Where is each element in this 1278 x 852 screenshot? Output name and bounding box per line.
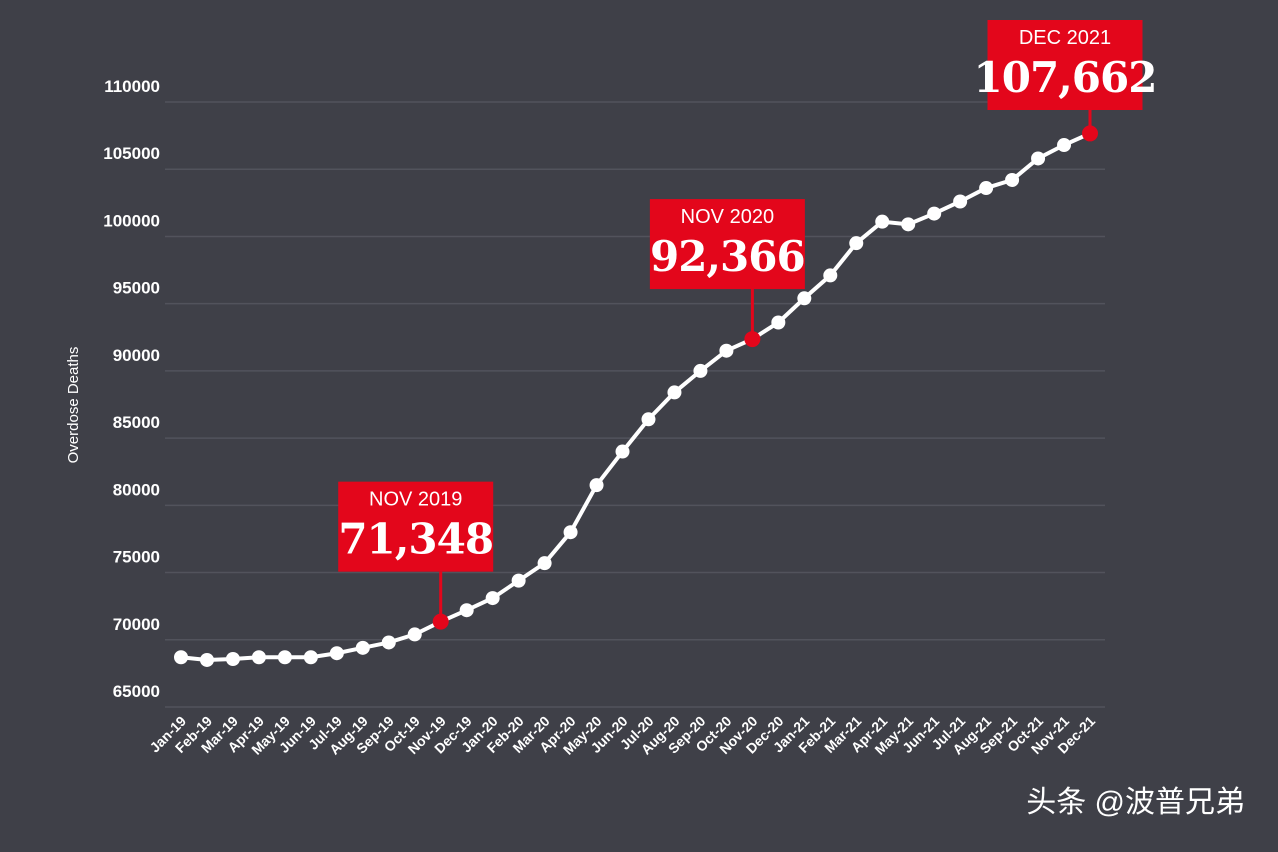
point	[589, 478, 604, 493]
y-tick-label: 90000	[113, 346, 160, 365]
point	[251, 650, 266, 665]
y-axis-label: Overdose Deaths	[65, 347, 82, 464]
point	[277, 650, 292, 665]
y-tick-label: 65000	[113, 682, 160, 701]
point	[771, 315, 786, 330]
point	[174, 650, 188, 665]
point	[563, 525, 578, 540]
point	[823, 268, 838, 283]
data-label: 92,366	[650, 232, 805, 281]
callout-title: DEC 2021	[1019, 27, 1111, 49]
point	[537, 556, 552, 571]
y-tick-label: 100000	[103, 211, 160, 230]
point	[355, 640, 370, 655]
point	[381, 635, 396, 650]
point	[511, 573, 526, 588]
watermark: 头条 @波普兄弟	[1026, 786, 1245, 819]
point	[1005, 172, 1020, 187]
callout-box	[338, 481, 494, 572]
point	[667, 385, 682, 400]
point	[1031, 151, 1046, 166]
point	[719, 343, 734, 358]
callout-box	[649, 199, 805, 290]
y-tick-label: 85000	[113, 413, 160, 432]
y-tick-label: 110000	[104, 77, 160, 96]
callout: DEC 2021 107,662	[974, 20, 1157, 134]
data-label: 107,662	[974, 53, 1157, 102]
point	[875, 214, 890, 229]
point	[485, 591, 500, 606]
callout-title: NOV 2019	[369, 489, 462, 511]
point	[615, 444, 630, 459]
point	[407, 627, 422, 642]
point	[693, 363, 708, 378]
point	[303, 650, 318, 665]
y-tick-label: 70000	[113, 615, 160, 634]
callout: NOV 2020 92,366	[649, 199, 806, 340]
point	[927, 206, 942, 221]
point	[901, 217, 916, 232]
point	[459, 603, 474, 618]
y-tick-label: 105000	[103, 144, 160, 163]
callout: NOV 2019 71,348	[338, 481, 494, 622]
callout-box	[987, 20, 1143, 110]
point	[849, 236, 864, 251]
point	[979, 181, 994, 196]
point	[225, 652, 240, 667]
y-tick-label: 75000	[113, 548, 160, 567]
callout-title: NOV 2020	[681, 206, 774, 228]
point	[953, 194, 968, 209]
point	[641, 412, 656, 427]
data-label: 71,348	[338, 515, 493, 564]
point	[199, 652, 214, 667]
y-tick-label: 80000	[113, 480, 160, 499]
point	[329, 646, 344, 661]
y-tick-label: 95000	[113, 279, 160, 298]
point	[797, 291, 812, 306]
point	[1057, 138, 1072, 153]
